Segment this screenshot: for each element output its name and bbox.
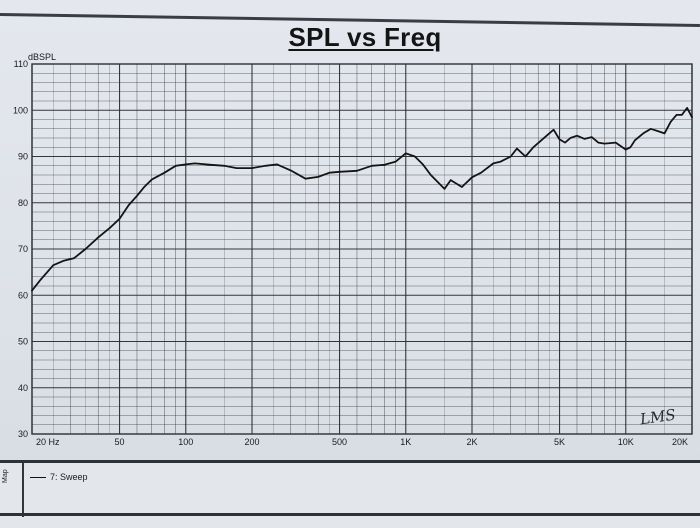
x-tick-label: 100 (178, 437, 193, 447)
x-tick-label: 50 (115, 437, 125, 447)
y-tick-label: 70 (18, 244, 28, 254)
y-tick-label: 80 (18, 198, 28, 208)
x-tick-label: 500 (332, 437, 347, 447)
y-tick-labels: 30 40 50 60 70 80 90 100 110 (13, 59, 28, 439)
y-tick-label: 110 (14, 59, 28, 69)
x-tick-label: 2K (466, 437, 477, 447)
plot-frame (31, 63, 693, 435)
legend-entry: 7: Sweep (30, 472, 88, 482)
y-tick-label: 40 (18, 383, 28, 393)
y-tick-label: 30 (18, 429, 28, 439)
legend-divider (22, 463, 24, 517)
legend-entry-label: 7: Sweep (50, 472, 88, 482)
x-tick-label: 20K (672, 437, 688, 447)
series-layer (31, 107, 693, 292)
series-line-sweep (31, 107, 693, 292)
x-tick-label: 20 Hz (36, 437, 60, 447)
legend-bottom-rule (0, 513, 700, 516)
x-tick-label: 1K (400, 437, 411, 447)
y-tick-label: 100 (13, 105, 28, 115)
y-axis-label: dBSPL (28, 52, 57, 62)
x-tick-label: 10K (618, 437, 634, 447)
map-label: Map (2, 469, 9, 483)
x-tick-label: 200 (244, 437, 259, 447)
grid-layer (31, 63, 693, 435)
chart-title: SPL vs Freq (288, 22, 442, 52)
y-tick-label: 50 (18, 337, 28, 347)
y-tick-label: 90 (18, 152, 28, 162)
x-tick-labels: 20 Hz 50 100 200 500 1K 2K 5K 10K 20K (36, 437, 688, 447)
y-tick-label: 60 (18, 290, 28, 300)
x-tick-label: 5K (554, 437, 565, 447)
legend: Map 7: Sweep (0, 460, 700, 528)
legend-swatch (30, 476, 46, 478)
